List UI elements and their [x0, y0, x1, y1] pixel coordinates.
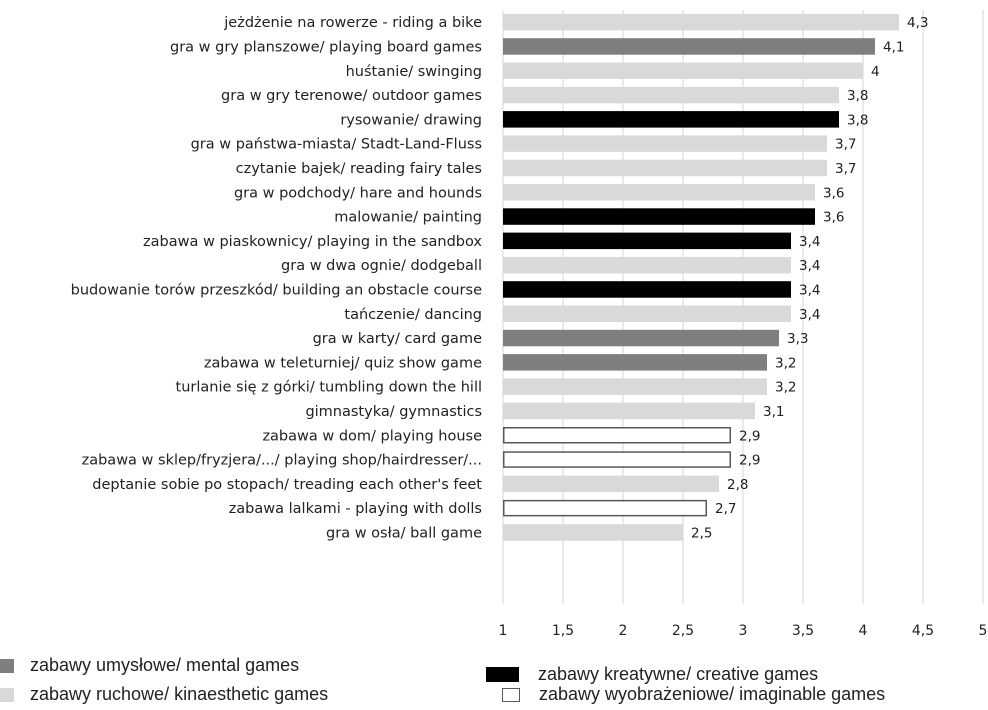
value-label: 3,4 [799, 258, 820, 274]
value-label: 2,8 [727, 477, 748, 493]
category-label: gra w karty/ card game [313, 331, 482, 347]
category-label: gimnastyka/ gymnastics [305, 404, 482, 420]
category-label: jeżdżenie na rowerze - riding a bike [223, 15, 482, 31]
bar [503, 86, 839, 104]
value-label: 3,4 [799, 282, 820, 298]
value-label: 2,9 [739, 428, 760, 444]
legend-label-creative: zabawy kreatywne/ creative games [538, 664, 819, 684]
x-tick-label: 3 [739, 623, 748, 639]
category-label: huśtanie/ swinging [346, 64, 482, 80]
bar [503, 475, 719, 493]
value-label: 3,6 [823, 210, 844, 226]
value-label: 4 [871, 64, 880, 80]
value-label: 3,2 [775, 355, 796, 371]
category-label: gra w podchody/ hare and hounds [234, 185, 482, 201]
x-tick-label: 4 [859, 623, 868, 639]
value-label: 2,5 [691, 525, 712, 541]
bar [503, 159, 827, 177]
category-label: tańczenie/ dancing [344, 307, 482, 323]
value-label: 4,3 [907, 15, 928, 31]
bar [503, 13, 899, 31]
x-tick-label: 2 [619, 623, 628, 639]
legend-item-kinaesthetic: zabawy ruchowe/ kinaesthetic games [0, 684, 328, 705]
value-label: 3,2 [775, 380, 796, 396]
legend-label-kinaesthetic: zabawy ruchowe/ kinaesthetic games [30, 684, 329, 704]
legend-item-imaginable: zabawy wyobrażeniowe/ imaginable games [502, 684, 885, 705]
category-label: gra w dwa ognie/ dodgeball [281, 258, 482, 274]
category-label: gra w państwa-miasta/ Stadt-Land-Fluss [191, 137, 482, 153]
category-label: gra w gry terenowe/ outdoor games [221, 88, 482, 104]
bar [503, 111, 839, 128]
value-label: 2,9 [739, 453, 760, 469]
bar-chart: 1 1,5 2 2,5 3 3,5 4 4,5 5 jeżdżenie na rowerze - … [71, 10, 988, 639]
value-label: 3,6 [823, 185, 844, 201]
bar [503, 256, 791, 274]
category-label: gra w osła/ ball game [326, 525, 482, 541]
category-label: deptanie sobie po stopach/ treading each… [92, 477, 482, 493]
value-label: 3,3 [787, 331, 808, 347]
bar [503, 232, 791, 250]
x-tick-label: 4,5 [912, 623, 934, 639]
x-tick-label: 2,5 [672, 623, 694, 639]
value-label: 4,1 [883, 39, 904, 55]
bar [503, 208, 815, 225]
legend-swatch-creative [486, 667, 519, 682]
legend-item-creative: zabawy kreatywne/ creative games [486, 664, 818, 685]
x-tick-label: 1,5 [552, 623, 574, 639]
value-label: 3,4 [799, 307, 820, 323]
value-label: 3,8 [847, 88, 868, 104]
legend-swatch-imaginable [502, 687, 520, 702]
category-label: rysowanie/ drawing [340, 112, 482, 128]
bar [503, 499, 707, 517]
bar [503, 427, 731, 444]
value-label: 2,7 [715, 501, 736, 517]
bar [503, 402, 755, 420]
category-label: zabawa w teleturniej/ quiz show game [204, 355, 482, 371]
category-label: gra w gry planszowe/ playing board games [170, 39, 482, 55]
category-label: zabawa w sklep/fryzjera/.../ playing sho… [82, 453, 482, 469]
bar [503, 281, 791, 298]
bar [503, 451, 731, 468]
category-label: zabawa w piaskownicy/ playing in the san… [143, 234, 482, 250]
category-label: turlanie się z górki/ tumbling down the … [176, 380, 482, 396]
bar [503, 38, 875, 55]
legend-swatch-mental [0, 658, 14, 673]
value-label: 3,4 [799, 234, 820, 250]
legend-swatch-kinaesthetic [0, 687, 14, 702]
category-label: zabawa lalkami - playing with dolls [229, 501, 482, 517]
value-label: 3,7 [835, 137, 856, 153]
bar [503, 305, 791, 322]
bar [503, 329, 779, 347]
bar [503, 354, 767, 371]
value-label: 3,1 [763, 404, 784, 420]
x-tick-label: 3,5 [792, 623, 814, 639]
legend-label-imaginable: zabawy wyobrażeniowe/ imaginable games [539, 684, 886, 704]
category-label: budowanie torów przeszkód/ building an o… [71, 282, 482, 298]
legend-label-mental: zabawy umysłowe/ mental games [30, 655, 300, 675]
category-label: malowanie/ painting [334, 210, 482, 226]
bar [503, 62, 863, 79]
value-label: 3,8 [847, 112, 868, 128]
value-label: 3,7 [835, 161, 856, 177]
bar [503, 184, 815, 201]
x-tick-label: 1 [499, 623, 508, 639]
bar [503, 135, 827, 152]
bar [503, 524, 683, 541]
bar [503, 378, 767, 395]
category-label: czytanie bajek/ reading fairy tales [236, 161, 482, 177]
category-label: zabawa w dom/ playing house [262, 428, 482, 444]
x-tick-label: 5 [979, 623, 988, 639]
legend-item-mental: zabawy umysłowe/ mental games [0, 655, 299, 676]
